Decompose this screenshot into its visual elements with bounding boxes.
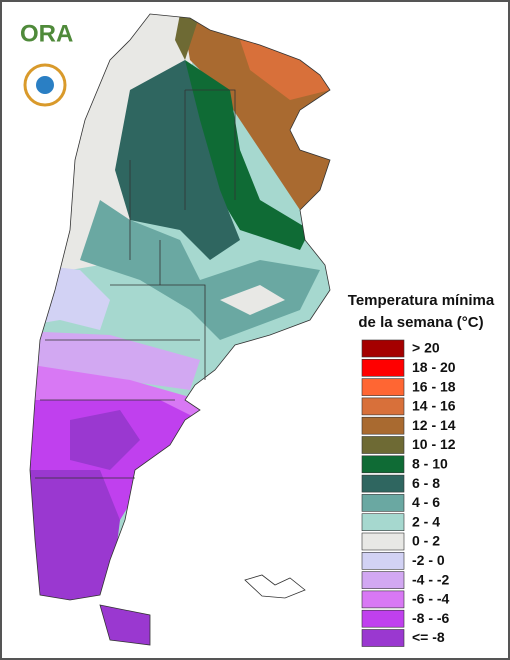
legend-label: 0 - 2 [412, 533, 440, 549]
legend-title: de la semana (°C) [358, 314, 483, 331]
legend-swatch [361, 378, 405, 396]
province-borders [29, 13, 331, 601]
legend-label: 16 - 18 [412, 378, 456, 394]
legend-swatch [361, 571, 405, 589]
legend-label: > 20 [412, 340, 440, 356]
legend-swatch [361, 494, 405, 512]
legend-label: -2 - 0 [412, 552, 445, 568]
legend-swatch [361, 358, 405, 377]
tierra-del-fuego [99, 604, 151, 646]
legend-swatch [361, 532, 405, 551]
legend-label: 14 - 16 [412, 398, 456, 414]
legend-label: 2 - 4 [412, 513, 440, 529]
legend-label: 10 - 12 [412, 436, 456, 452]
logo-emblem-center [36, 76, 54, 94]
legend-title: Temperatura mínima [348, 292, 495, 309]
malvinas [244, 574, 306, 599]
legend-label: -8 - -6 [412, 610, 450, 626]
legend-label: 8 - 10 [412, 456, 448, 472]
legend-swatch [361, 339, 405, 358]
legend-label: 18 - 20 [412, 359, 456, 375]
legend-label: 6 - 8 [412, 475, 440, 491]
legend: Temperatura mínima de la semana (°C) > 20 1… [348, 292, 495, 647]
legend-swatch [361, 629, 405, 647]
legend-swatch [361, 436, 405, 454]
legend-swatch [361, 474, 405, 493]
legend-swatch [361, 416, 405, 435]
legend-label: -4 - -2 [412, 571, 450, 587]
legend-swatch [361, 455, 405, 474]
legend-swatch [361, 513, 405, 532]
legend-label: 4 - 6 [412, 494, 440, 510]
legend-swatch [361, 551, 405, 570]
legend-label: <= -8 [412, 629, 445, 645]
legend-label: -6 - -4 [412, 591, 450, 607]
legend-swatch [361, 397, 405, 416]
legend-label: 12 - 14 [412, 417, 456, 433]
legend-swatch [361, 590, 405, 609]
legend-swatch [361, 609, 405, 628]
logo-text: ORA [20, 20, 73, 47]
